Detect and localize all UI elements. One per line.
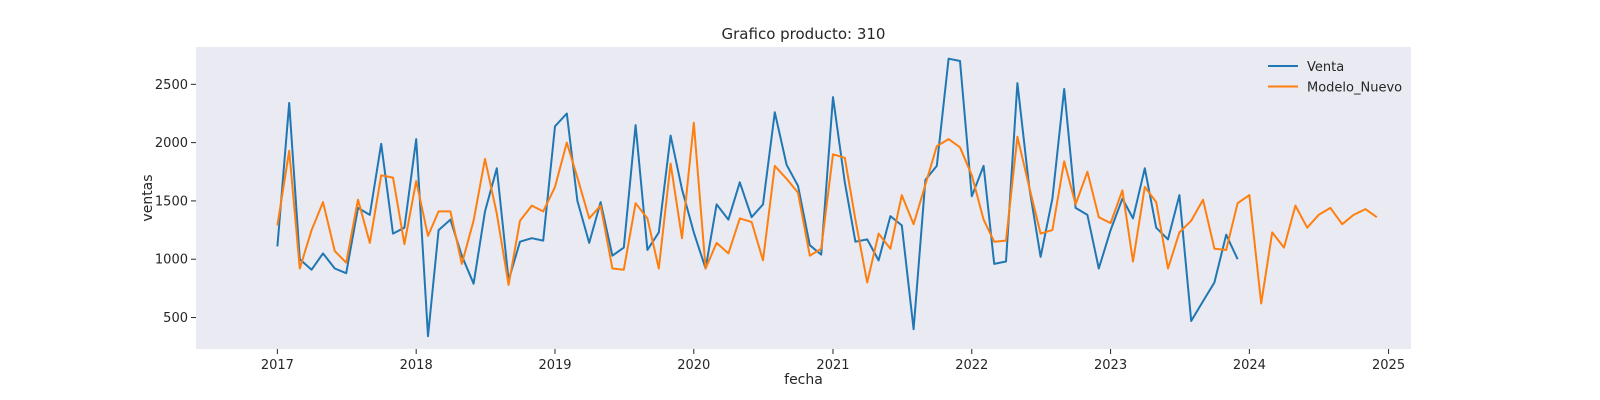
plot-area — [196, 47, 1411, 349]
y-tick-label: 1000 — [155, 253, 188, 268]
y-tick-label: 500 — [163, 311, 188, 326]
y-tick-label: 2500 — [155, 78, 188, 93]
legend: Venta Modelo_Nuevo — [1268, 60, 1402, 96]
x-axis-title: fecha — [784, 372, 823, 388]
x-tick-label: 2025 — [1372, 358, 1405, 373]
x-tick-label: 2020 — [677, 358, 710, 373]
y-axis-title: ventas — [140, 174, 156, 221]
y-axis: 500 1000 1500 2000 2500 — [155, 78, 196, 326]
chart-title: Grafico producto: 310 — [722, 25, 886, 43]
legend-label-venta: Venta — [1307, 60, 1344, 75]
series-layer — [276, 57, 1378, 338]
series-line-venta — [276, 57, 1239, 338]
x-tick-label: 2017 — [261, 358, 294, 373]
x-tick-label: 2023 — [1094, 358, 1127, 373]
y-tick-label: 2000 — [155, 136, 188, 151]
x-tick-label: 2019 — [538, 358, 571, 373]
x-tick-label: 2024 — [1233, 358, 1266, 373]
x-tick-label: 2022 — [955, 358, 988, 373]
x-tick-label: 2018 — [400, 358, 433, 373]
y-tick-label: 1500 — [155, 194, 188, 209]
legend-label-modelo-nuevo: Modelo_Nuevo — [1307, 81, 1402, 96]
series-line-modelo-nuevo — [276, 121, 1378, 305]
x-tick-label: 2021 — [816, 358, 849, 373]
x-axis: 2017 2018 2019 2020 2021 2022 2023 2024 2025 — [261, 349, 1405, 373]
